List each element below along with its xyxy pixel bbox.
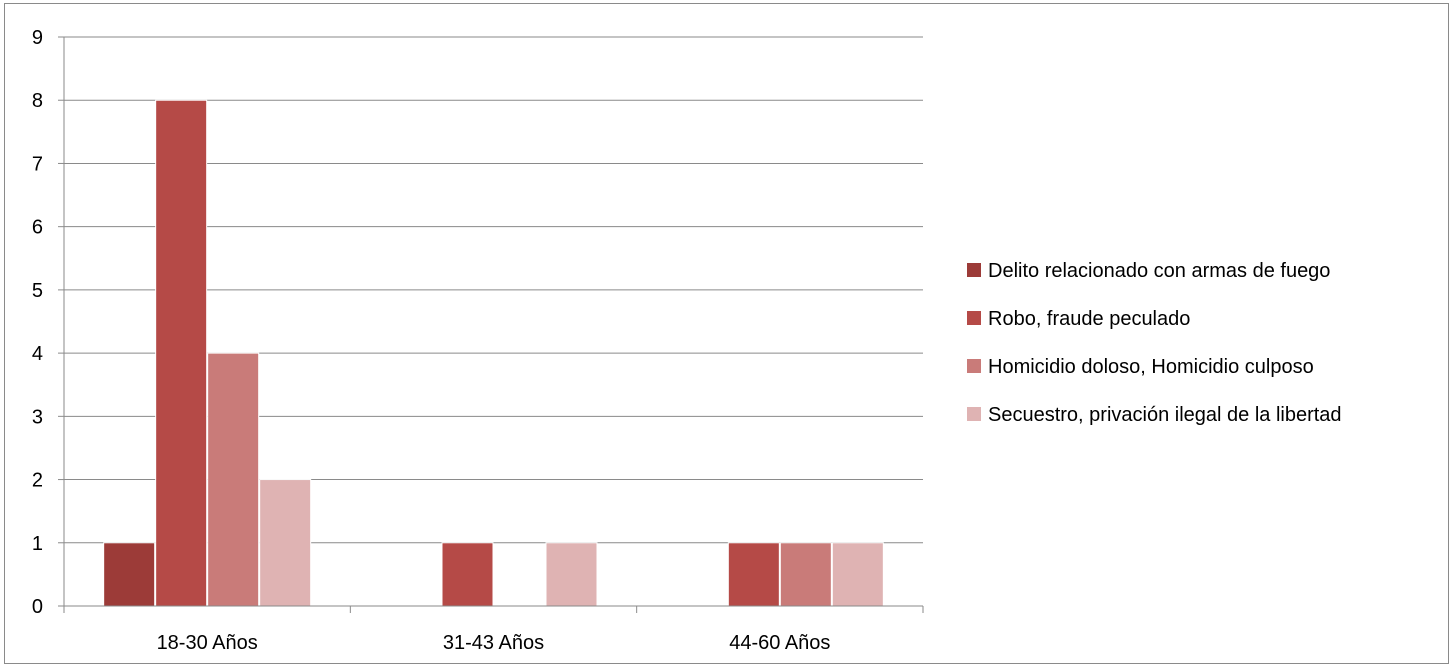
y-tick-label: 4 — [32, 343, 43, 365]
y-tick-label: 2 — [32, 470, 43, 492]
legend-swatch — [967, 263, 981, 277]
bar — [779, 542, 832, 607]
legend: Delito relacionado con armas de fuego Rob… — [967, 260, 1342, 426]
x-tick-labels: 18-30 Años 31-43 Años 44-60 Años — [63, 606, 924, 654]
bars — [103, 99, 884, 607]
x-tick-label: 44-60 Años — [729, 632, 830, 654]
y-tick-label: 1 — [32, 533, 43, 555]
y-tick-label: 8 — [32, 90, 43, 112]
axes — [63, 37, 923, 607]
bar — [155, 99, 208, 607]
legend-label: Secuestro, privación ilegal de la libert… — [988, 404, 1342, 426]
legend-swatch — [967, 407, 981, 421]
bar — [441, 542, 494, 607]
bar — [207, 352, 260, 607]
x-tick-label: 31-43 Años — [443, 632, 544, 654]
bar — [727, 542, 780, 607]
bar — [259, 479, 312, 607]
y-tick-label: 9 — [32, 27, 43, 49]
y-tick-label: 3 — [32, 406, 43, 428]
y-tick-label: 7 — [32, 153, 43, 175]
y-tick-label: 5 — [32, 280, 43, 302]
y-tick-labels: 0 1 2 3 4 5 6 7 8 9 — [32, 27, 64, 618]
legend-label: Delito relacionado con armas de fuego — [988, 260, 1330, 282]
legend-swatch — [967, 359, 981, 373]
legend-label: Robo, fraude peculado — [988, 308, 1190, 330]
x-tick-label: 18-30 Años — [157, 632, 258, 654]
bar — [831, 542, 884, 607]
y-tick-label: 6 — [32, 217, 43, 239]
legend-swatch — [967, 311, 981, 325]
bar — [103, 542, 156, 607]
legend-label: Homicidio doloso, Homicidio culposo — [988, 356, 1314, 378]
y-tick-label: 0 — [32, 596, 43, 618]
bar — [545, 542, 598, 607]
